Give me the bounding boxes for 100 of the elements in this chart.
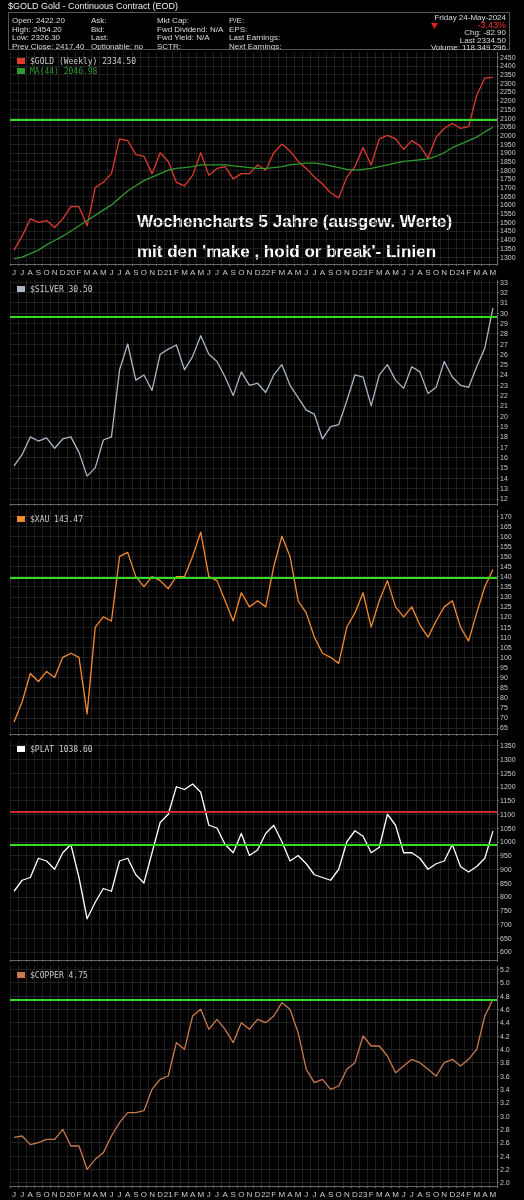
x-tick-label: O xyxy=(433,1189,440,1199)
x-tick-label: O xyxy=(433,267,440,277)
x-tick-label: A xyxy=(287,267,294,277)
text: Fwd Yield: N/A xyxy=(157,33,211,42)
x-tick-label: 21 xyxy=(163,1189,174,1199)
annotation: mit den 'make , hold or break'- Linien xyxy=(137,242,437,261)
x-tick-label: S xyxy=(133,1189,139,1199)
x-tick-label: D xyxy=(352,1189,359,1199)
x-tick-label: J xyxy=(117,1189,122,1199)
x-tick-label: O xyxy=(335,267,342,277)
x-tick-label: O xyxy=(238,267,245,277)
x-tick-label: J xyxy=(214,1189,219,1199)
x-tick-label: F xyxy=(466,267,472,277)
x-tick-label: J xyxy=(117,267,122,277)
x-tick-label: S xyxy=(230,1189,236,1199)
x-tick-label: N xyxy=(343,267,350,277)
line-series xyxy=(13,531,494,723)
x-tick-label: N xyxy=(51,267,58,277)
x-tick-label: F xyxy=(368,267,374,277)
line-series xyxy=(13,126,494,260)
text: Prev Close: 2417.40 xyxy=(12,41,86,51)
annotation: Wochencharts 5 Jahre (ausgew. Werte) xyxy=(137,212,453,231)
x-tick-label: J xyxy=(206,267,211,277)
text: Fwd Dividend: N/A xyxy=(157,24,225,34)
x-tick-label: O xyxy=(238,1189,245,1199)
line-series xyxy=(13,783,494,920)
x-tick-label: 24 xyxy=(456,267,466,277)
x-tick-label: O xyxy=(43,1189,50,1199)
x-tick-label: J xyxy=(409,1189,414,1199)
x-tick-label: S xyxy=(327,1189,334,1199)
x-tick-label: S xyxy=(35,1189,42,1199)
x-tick-label: A xyxy=(222,1189,229,1199)
x-tick-label: M xyxy=(278,267,286,277)
x-tick-label: A xyxy=(417,267,424,277)
x-tick-label: D xyxy=(254,267,261,277)
line-series xyxy=(13,307,494,477)
legend-label: MA(44) 2046.98 xyxy=(30,66,98,76)
x-tick-label: N xyxy=(149,1189,156,1199)
x-tick-label: M xyxy=(197,1189,205,1199)
x-tick-label: M xyxy=(181,267,189,277)
x-tick-label: M xyxy=(100,1189,108,1199)
text: P/E: xyxy=(229,16,246,25)
x-tick-label: J xyxy=(20,1189,25,1199)
x-tick-label: A xyxy=(319,267,326,277)
x-tick-label: A xyxy=(189,267,196,277)
x-tick-label: A xyxy=(482,1189,489,1199)
x-tick-label: 20 xyxy=(66,1189,76,1199)
x-tick-label: 23 xyxy=(358,1189,369,1199)
x-tick-label: M xyxy=(489,1189,497,1199)
x-tick-label: F xyxy=(76,1189,82,1199)
x-tick-label: A xyxy=(384,267,391,277)
x-tick-label: J xyxy=(409,267,414,277)
x-tick-label: J xyxy=(312,267,317,277)
text: Low: 2326.30 xyxy=(12,33,62,42)
x-tick-label: D xyxy=(449,267,456,277)
x-tick-label: M xyxy=(392,1189,400,1199)
text: EPS: xyxy=(229,24,249,34)
x-tick-label: D xyxy=(59,267,66,277)
legend-label: $PLAT 1038.60 xyxy=(30,744,93,754)
x-tick-label: N xyxy=(246,1189,253,1199)
x-tick-label: A xyxy=(125,1189,132,1199)
x-tick-label: J xyxy=(401,1189,406,1199)
legend-label: $XAU 143.47 xyxy=(30,514,84,524)
legend-label: $COPPER 4.75 xyxy=(30,970,88,980)
x-tick-label: F xyxy=(173,1189,179,1199)
x-tick-label: M xyxy=(278,1189,286,1199)
x-tick-label: O xyxy=(43,267,50,277)
x-tick-label: F xyxy=(271,267,277,277)
x-tick-label: M xyxy=(392,267,400,277)
x-tick-label: D xyxy=(254,1189,261,1199)
x-tick-label: J xyxy=(109,1189,114,1199)
x-tick-label: M xyxy=(100,267,108,277)
x-tick-label: M xyxy=(473,267,481,277)
x-tick-label: 20 xyxy=(66,267,76,277)
text: SCTR: xyxy=(157,41,182,51)
x-tick-label: A xyxy=(92,1189,99,1199)
text: Last Earnings: xyxy=(229,33,282,42)
x-tick-label: J xyxy=(304,267,309,277)
x-tick-label: D xyxy=(157,1189,164,1199)
x-tick-label: A xyxy=(92,267,99,277)
x-tick-label: A xyxy=(27,267,34,277)
x-tick-label: M xyxy=(83,267,91,277)
x-tick-label: J xyxy=(304,1189,309,1199)
x-tick-label: N xyxy=(246,267,253,277)
x-tick-label: 21 xyxy=(163,267,174,277)
text: High: 2454.20 xyxy=(12,24,63,34)
x-tick-label: A xyxy=(27,1189,34,1199)
x-tick-label: M xyxy=(294,267,302,277)
x-tick-label: S xyxy=(425,267,431,277)
annotation: Volume: 118,349,296 xyxy=(430,43,506,53)
x-tick-label: J xyxy=(401,267,406,277)
x-tick-label: N xyxy=(343,1189,350,1199)
x-tick-label: 23 xyxy=(358,267,369,277)
line-series xyxy=(13,998,494,1170)
x-tick-label: A xyxy=(417,1189,424,1199)
x-tick-label: A xyxy=(222,267,229,277)
x-tick-label: D xyxy=(157,267,164,277)
x-tick-label: M xyxy=(197,267,205,277)
text: Next Earnings: xyxy=(229,41,283,51)
x-tick-label: J xyxy=(312,1189,317,1199)
